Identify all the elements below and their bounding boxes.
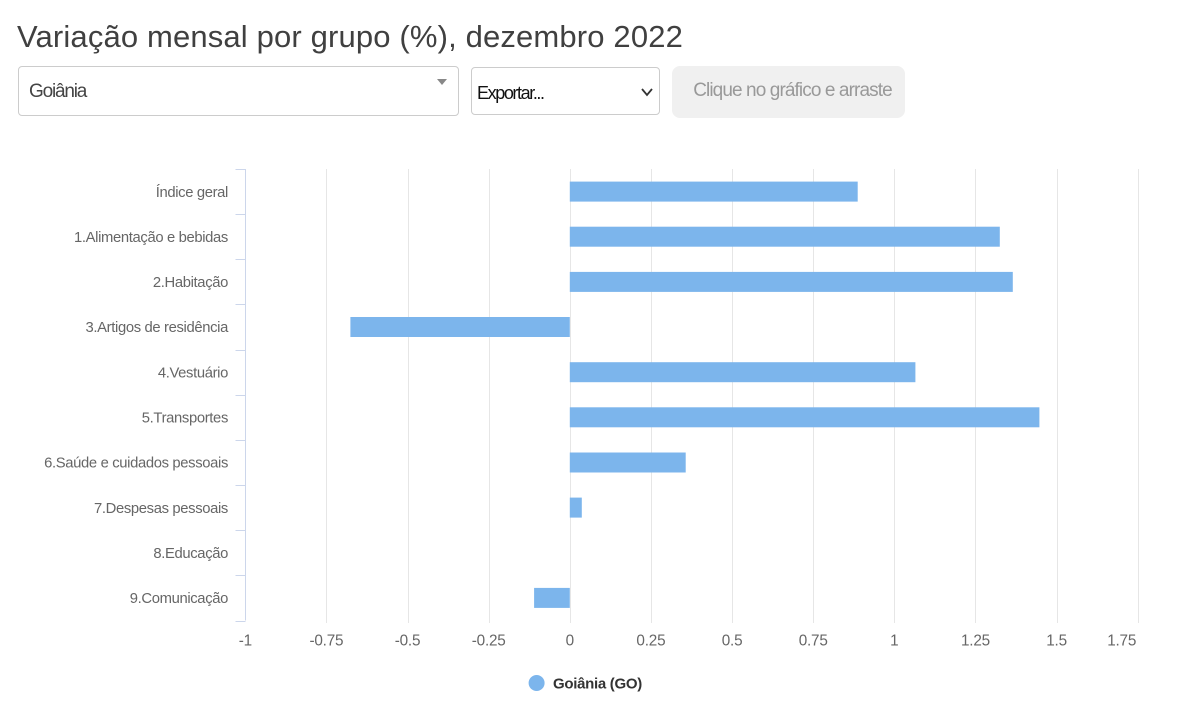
svg-text:Goiânia (GO): Goiânia (GO) [553, 675, 642, 692]
svg-text:-1: -1 [239, 633, 252, 650]
svg-text:7.Despesas pessoais: 7.Despesas pessoais [94, 501, 228, 517]
svg-text:1: 1 [890, 633, 898, 650]
svg-text:1.75: 1.75 [1107, 633, 1136, 650]
svg-text:Índice geral: Índice geral [156, 184, 228, 201]
svg-text:2.Habitação: 2.Habitação [153, 275, 228, 291]
svg-text:-0.75: -0.75 [309, 633, 343, 650]
svg-text:4.Vestuário: 4.Vestuário [158, 365, 228, 381]
svg-text:-0.25: -0.25 [472, 633, 506, 650]
svg-text:-0.5: -0.5 [395, 633, 421, 650]
svg-text:5.Transportes: 5.Transportes [142, 411, 228, 427]
svg-text:6.Saúde e cuidados pessoais: 6.Saúde e cuidados pessoais [44, 456, 228, 472]
svg-text:1.25: 1.25 [961, 633, 990, 650]
svg-text:1.5: 1.5 [1046, 633, 1067, 650]
svg-text:0.75: 0.75 [799, 633, 828, 650]
svg-text:1.Alimentação e bebidas: 1.Alimentação e bebidas [74, 230, 228, 246]
svg-text:3.Artigos de residência: 3.Artigos de residência [86, 320, 230, 336]
svg-text:0.5: 0.5 [722, 633, 743, 650]
svg-text:9.Comunicação: 9.Comunicação [130, 591, 228, 607]
svg-text:0: 0 [566, 633, 574, 650]
svg-text:8.Educação: 8.Educação [153, 546, 228, 562]
svg-text:0.25: 0.25 [636, 633, 665, 650]
